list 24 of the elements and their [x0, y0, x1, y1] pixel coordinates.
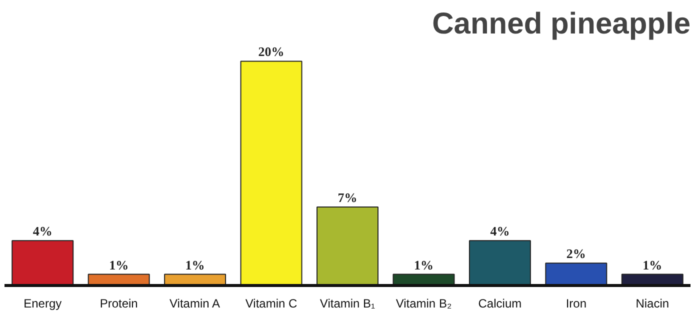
data-label: 1%	[414, 257, 434, 272]
data-label: 4%	[32, 224, 52, 239]
x-tick-label: Niacin	[636, 296, 670, 310]
x-tick-label: Vitamin A	[169, 296, 220, 310]
data-label: 4%	[490, 224, 510, 239]
data-label: 20%	[258, 44, 284, 60]
data-label: 2%	[566, 246, 586, 262]
data-label: 1%	[109, 257, 129, 272]
data-label: 1%	[642, 257, 662, 272]
x-tick-label: Vitamin B₂	[396, 296, 452, 310]
x-tick-label: Calcium	[478, 296, 522, 310]
data-label: 1%	[185, 257, 205, 272]
x-tick-label: Protein	[100, 296, 138, 310]
bar	[545, 262, 608, 286]
bar	[240, 60, 302, 286]
x-tick-label: Energy	[24, 296, 62, 310]
x-tick-label: Iron	[566, 296, 587, 310]
x-tick-label: Vitamin C	[245, 296, 298, 310]
chart-title: Canned pineapple	[432, 8, 691, 40]
bar	[468, 240, 531, 286]
x-tick-label: Vitamin B₁	[320, 296, 376, 310]
bar	[316, 206, 378, 286]
data-label: 7%	[338, 190, 358, 205]
bar	[12, 240, 74, 286]
